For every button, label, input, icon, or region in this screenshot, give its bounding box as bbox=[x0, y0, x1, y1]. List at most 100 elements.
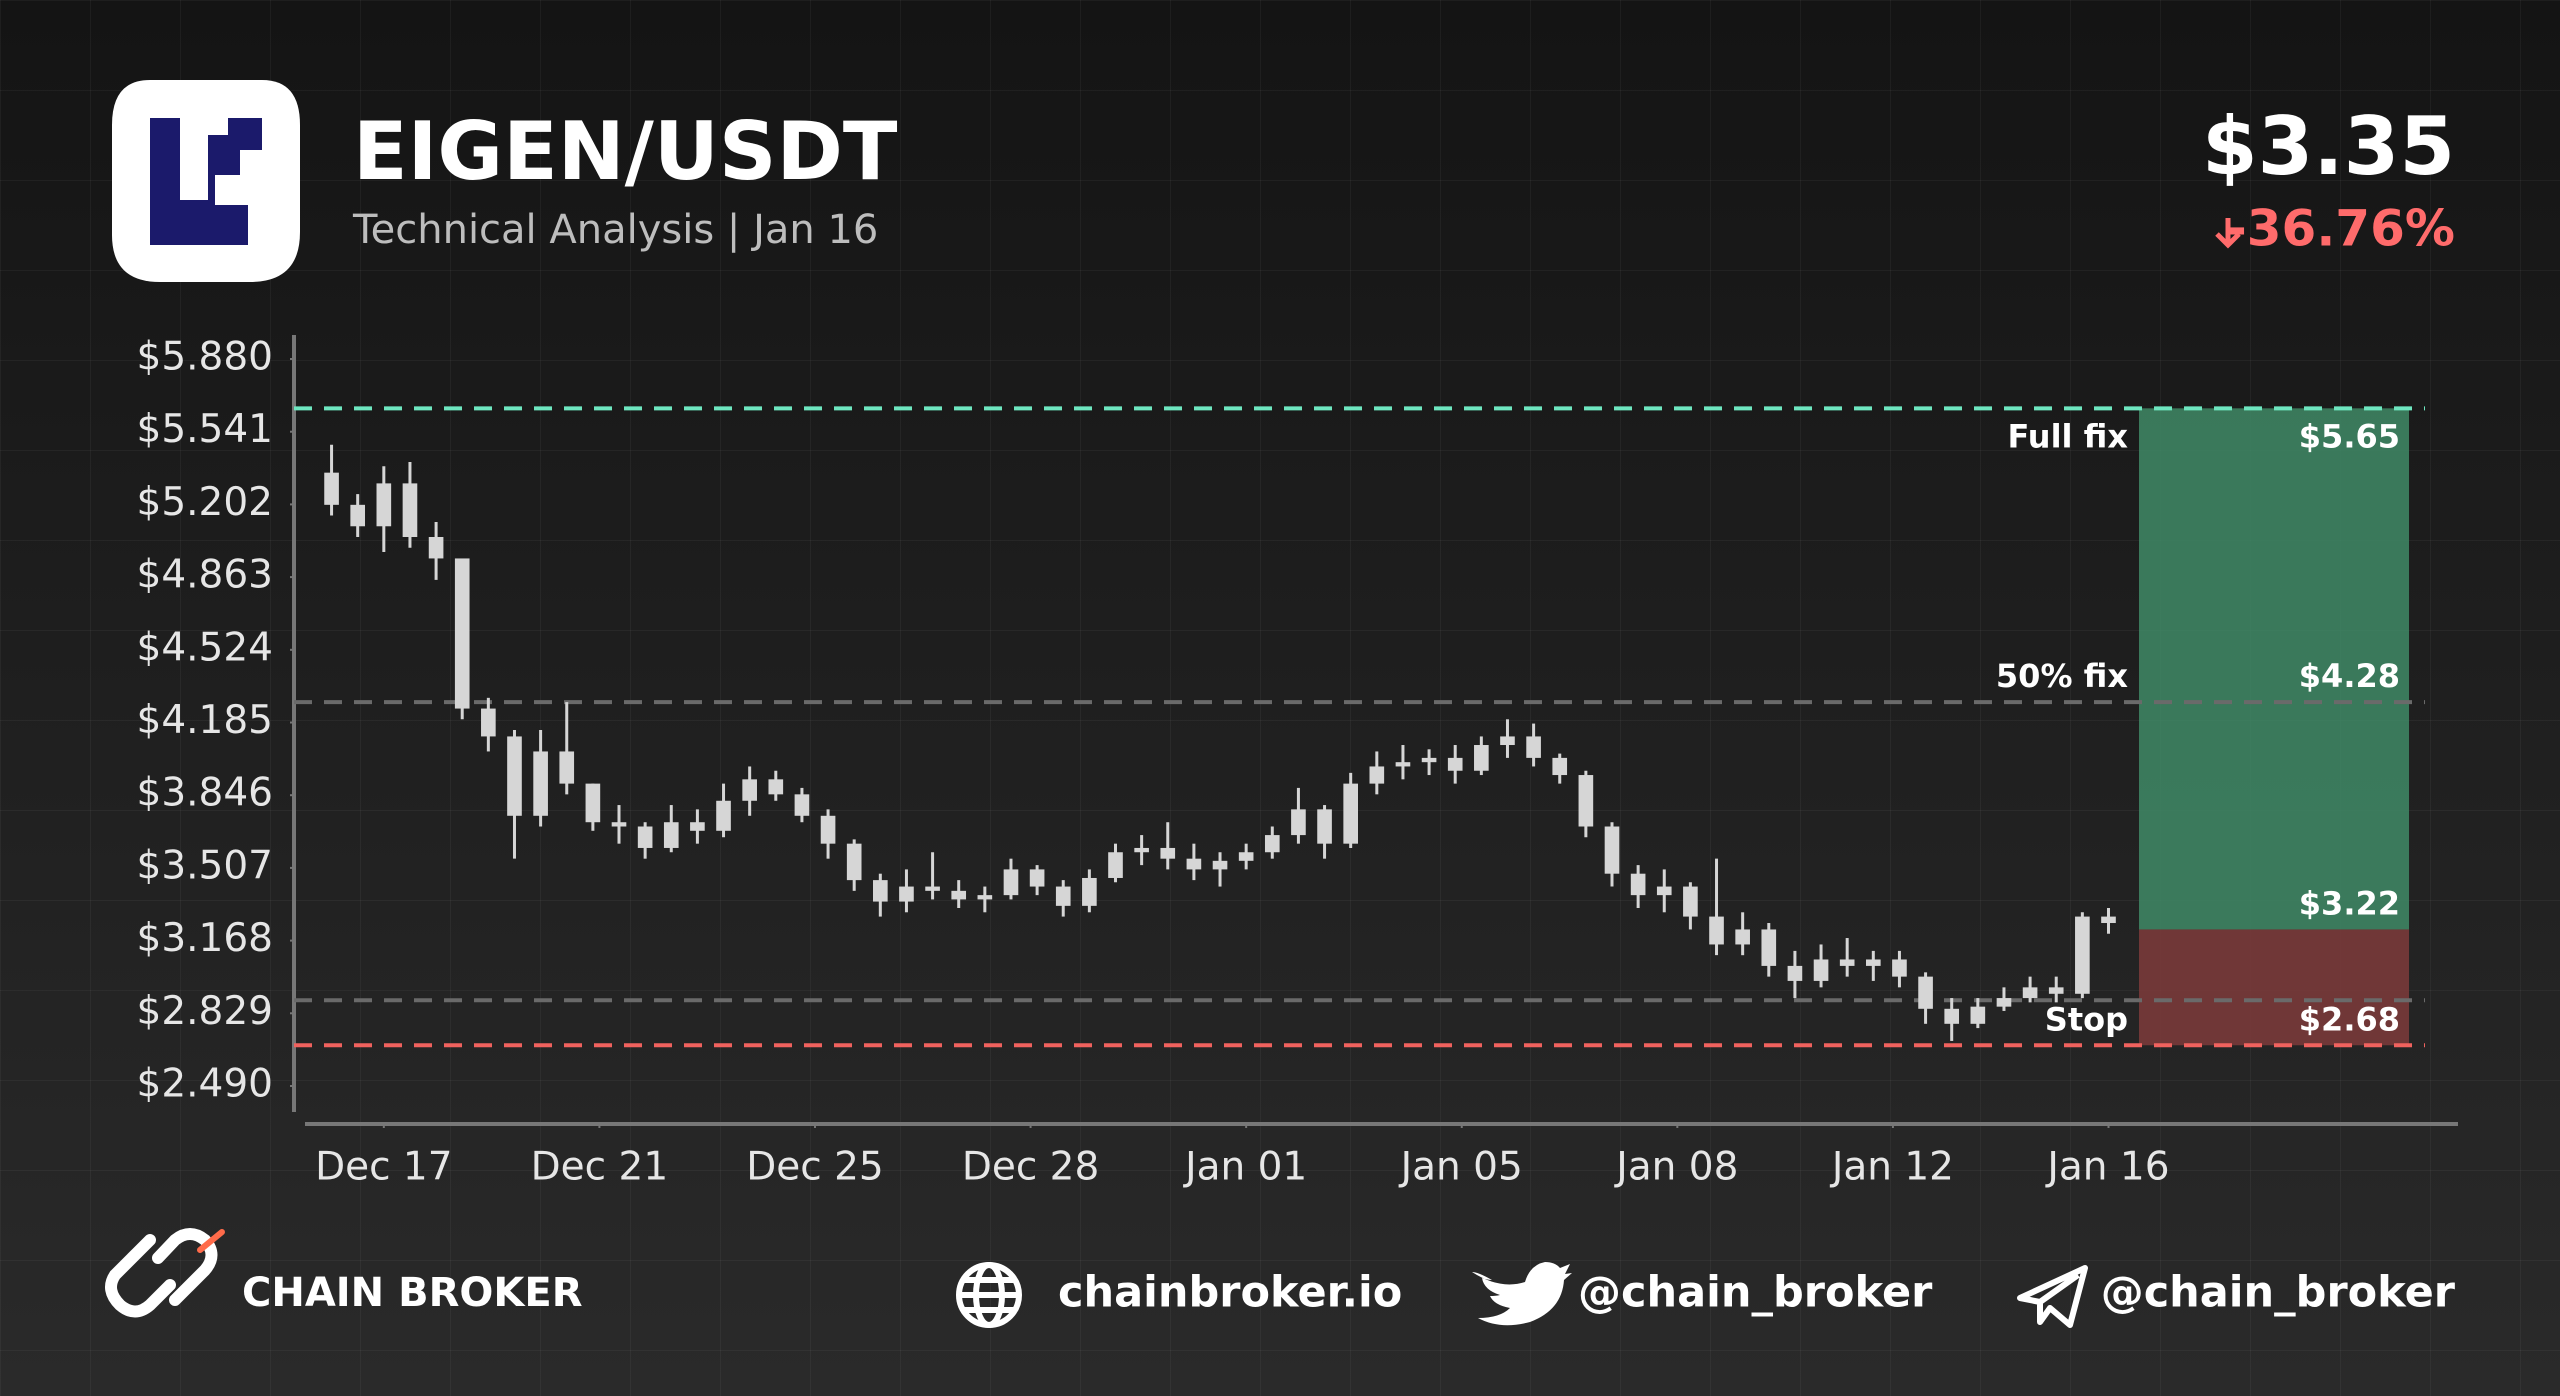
candle-body bbox=[1055, 886, 1071, 906]
candle-body bbox=[1918, 976, 1933, 1009]
candle-body bbox=[2101, 916, 2116, 924]
candle-body bbox=[1343, 783, 1359, 844]
candle-body bbox=[1970, 1006, 1986, 1024]
candle-body bbox=[585, 783, 601, 823]
candle-body bbox=[1944, 1008, 1960, 1024]
candle-body bbox=[1787, 965, 1803, 981]
x-tick-label: Dec 21 bbox=[531, 1145, 669, 1190]
x-tick-label: Jan 01 bbox=[1182, 1145, 1307, 1190]
candle-body bbox=[1421, 757, 1437, 763]
level-value-label: $4.28 bbox=[2299, 657, 2400, 695]
brand-icon bbox=[105, 1228, 225, 1318]
candle-body bbox=[873, 880, 888, 902]
candle-body bbox=[846, 843, 862, 881]
twitter-icon bbox=[1472, 1262, 1572, 1326]
candle-body bbox=[690, 822, 705, 831]
candle-body bbox=[1369, 766, 1385, 784]
candle-body bbox=[324, 472, 339, 505]
candle-body bbox=[1578, 775, 1594, 827]
logo-badge bbox=[112, 80, 300, 282]
candle-body bbox=[402, 483, 418, 537]
candle-body bbox=[1238, 852, 1254, 861]
y-tick-label: $2.490 bbox=[137, 1062, 273, 1107]
y-tick-label: $4.524 bbox=[137, 625, 273, 670]
title: EIGEN/USDT bbox=[353, 105, 898, 198]
candle-body bbox=[1003, 869, 1019, 896]
candle-body bbox=[2048, 987, 2064, 994]
candle-body bbox=[1683, 886, 1698, 917]
candle-body bbox=[1604, 826, 1620, 874]
candle-body bbox=[716, 800, 731, 831]
price: $3.35 bbox=[2202, 100, 2455, 193]
y-tick-label: $2.829 bbox=[137, 989, 273, 1034]
candle-body bbox=[533, 751, 548, 816]
candle-body bbox=[1500, 736, 1515, 746]
y-tick-label: $3.168 bbox=[137, 916, 273, 961]
logo-mark bbox=[150, 118, 262, 245]
candle-body bbox=[611, 822, 627, 827]
candle-body bbox=[742, 779, 757, 801]
candle-body bbox=[1474, 745, 1489, 771]
candle-body bbox=[637, 826, 653, 848]
candle-body bbox=[559, 751, 575, 784]
candle-body bbox=[1317, 809, 1332, 844]
globe-icon bbox=[956, 1262, 1022, 1328]
x-tick-label: Jan 05 bbox=[1398, 1145, 1523, 1190]
candle-body bbox=[1761, 929, 1777, 966]
y-tick-label: $5.880 bbox=[137, 335, 273, 380]
candle-body bbox=[507, 736, 522, 816]
candle-body bbox=[951, 890, 967, 900]
candle-body bbox=[1029, 869, 1045, 887]
candle-body bbox=[1186, 858, 1202, 870]
x-tick-label: Jan 16 bbox=[2044, 1145, 2169, 1190]
telegram-icon bbox=[2017, 1265, 2088, 1328]
candle-body bbox=[1630, 873, 1646, 896]
level-value-label: $3.22 bbox=[2299, 884, 2400, 922]
candle-body bbox=[1447, 757, 1463, 771]
candle-body bbox=[925, 886, 940, 891]
candle-body bbox=[1395, 762, 1411, 767]
candle-body bbox=[1108, 852, 1123, 878]
candle-body bbox=[1656, 886, 1672, 896]
candle-body bbox=[1709, 916, 1724, 945]
candle-body bbox=[2075, 916, 2090, 994]
level-label: Stop bbox=[2045, 1000, 2128, 1038]
zone bbox=[2139, 408, 2409, 930]
level-value-label: $5.65 bbox=[2299, 417, 2400, 455]
candle-body bbox=[1839, 959, 1855, 966]
y-tick-label: $3.507 bbox=[137, 843, 273, 888]
candle-body bbox=[454, 558, 470, 709]
candle-body bbox=[1264, 835, 1280, 853]
twitter-handle[interactable]: @chain_broker bbox=[1578, 1268, 1933, 1318]
level-label: Full fix bbox=[2008, 417, 2129, 455]
candle-body bbox=[1892, 959, 1907, 977]
candle-body bbox=[899, 886, 914, 902]
candle-body bbox=[481, 708, 496, 737]
candle-body bbox=[663, 822, 679, 848]
zone bbox=[2139, 929, 2409, 1046]
price-change: -36.76% bbox=[2226, 200, 2455, 258]
candle-body bbox=[768, 779, 784, 795]
candle-body bbox=[350, 504, 366, 527]
candle-body bbox=[1082, 877, 1097, 906]
y-tick-label: $4.185 bbox=[137, 698, 273, 743]
y-tick-label: $5.541 bbox=[137, 407, 273, 452]
x-tick-label: Jan 08 bbox=[1613, 1145, 1738, 1190]
candle-body bbox=[820, 815, 836, 844]
candle-body bbox=[1134, 847, 1149, 853]
candle-body bbox=[2022, 987, 2038, 999]
website[interactable]: chainbroker.io bbox=[1058, 1268, 1402, 1318]
candle-body bbox=[1291, 809, 1306, 836]
x-tick-label: Dec 17 bbox=[315, 1145, 453, 1190]
level-value-label: $2.68 bbox=[2299, 1000, 2400, 1038]
x-tick-label: Jan 12 bbox=[1829, 1145, 1954, 1190]
candle-body bbox=[1813, 959, 1829, 981]
candle-body bbox=[1526, 736, 1541, 758]
level-label: 50% fix bbox=[1996, 657, 2128, 695]
x-tick-label: Dec 25 bbox=[746, 1145, 884, 1190]
brand: CHAIN BROKER bbox=[242, 1270, 583, 1316]
telegram-handle[interactable]: @chain_broker bbox=[2101, 1268, 2456, 1318]
candle-body bbox=[1552, 757, 1568, 776]
